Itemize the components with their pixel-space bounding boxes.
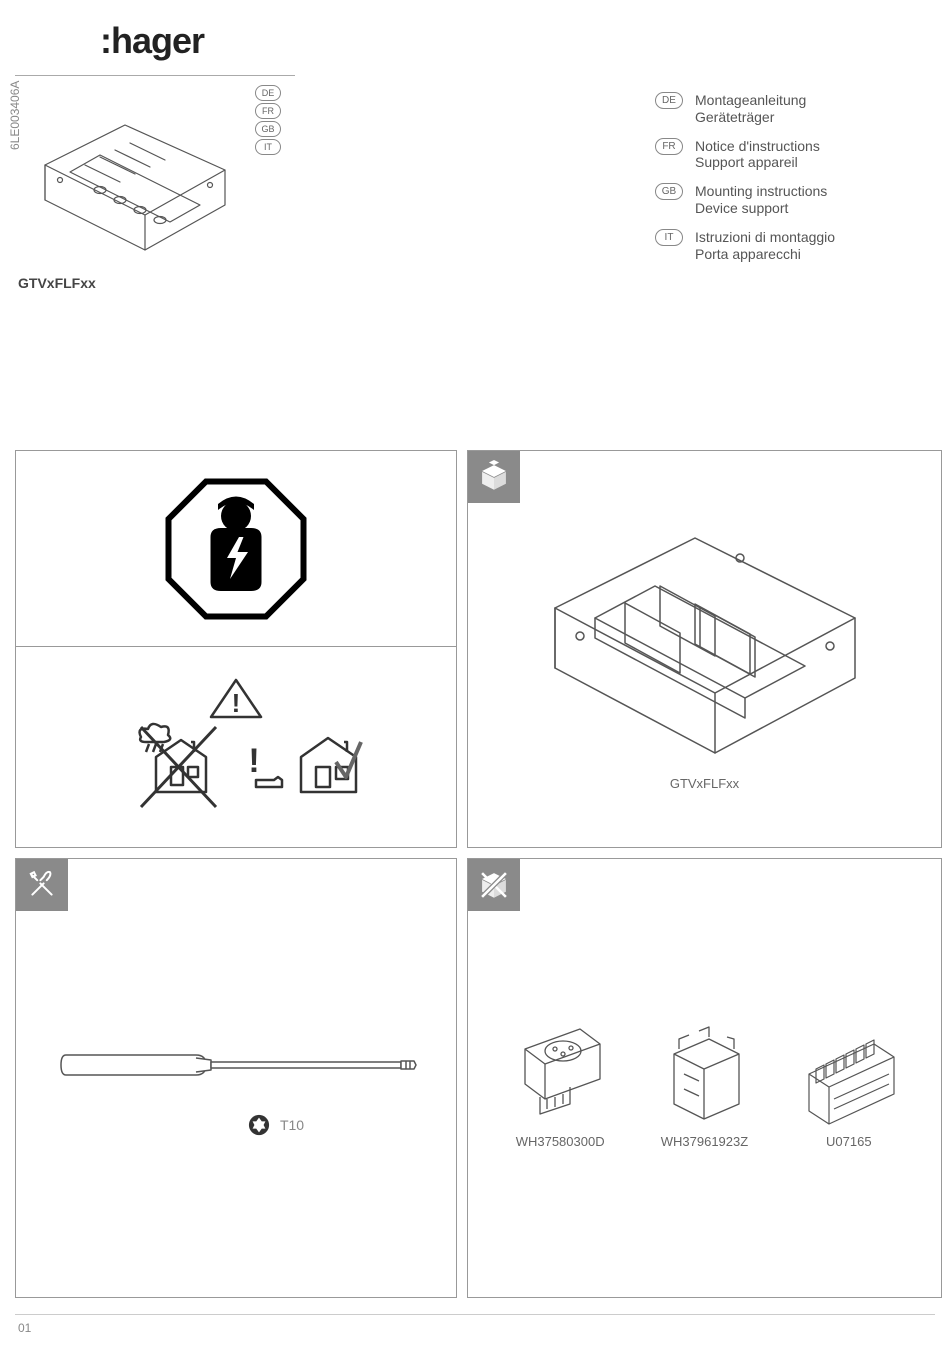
panel-not-included: WH37580300D WH37961923Z <box>467 858 942 1298</box>
panel-safety: ! ! <box>15 450 457 848</box>
part-item: WH37961923Z <box>649 1019 759 1149</box>
part-code: WH37961923Z <box>649 1134 759 1149</box>
socket-illustration <box>505 1019 615 1129</box>
title-line1: Notice d'instructions <box>695 138 820 155</box>
title-row-fr: FR Notice d'instructions Support apparei… <box>655 138 835 172</box>
product-illustration-header <box>25 110 245 265</box>
lang-badge-it: IT <box>255 139 281 155</box>
contents-product-label: GTVxFLFxx <box>670 776 739 791</box>
lang-badge: DE <box>655 92 683 109</box>
part-item: U07165 <box>794 1019 904 1149</box>
indoor-use-icon: ! ! <box>86 662 386 832</box>
title-line1: Mounting instructions <box>695 183 827 200</box>
product-illustration-contents <box>515 508 895 768</box>
lang-badge: GB <box>655 183 683 200</box>
part-code: U07165 <box>794 1134 904 1149</box>
lang-badge-de: DE <box>255 85 281 101</box>
box-part-illustration <box>649 1019 759 1129</box>
panel-contents: GTVxFLFxx <box>467 450 942 848</box>
title-row-de: DE Montageanleitung Geräteträger <box>655 92 835 126</box>
title-line2: Device support <box>695 200 827 217</box>
title-row-gb: GB Mounting instructions Device support <box>655 183 835 217</box>
title-line1: Istruzioni di montaggio <box>695 229 835 246</box>
electrician-warning-icon <box>161 474 311 624</box>
document-reference: 6LE003406A <box>8 81 22 150</box>
product-code: GTVxFLFxx <box>18 275 96 291</box>
header-rule <box>15 75 295 76</box>
panel-tools: T10 <box>15 858 457 1298</box>
part-code: WH37580300D <box>505 1134 615 1149</box>
part-item: WH37580300D <box>505 1019 615 1149</box>
terminal-illustration <box>794 1019 904 1129</box>
title-line2: Support appareil <box>695 154 820 171</box>
lang-badge-fr: FR <box>255 103 281 119</box>
lang-badge: IT <box>655 229 683 246</box>
title-line1: Montageanleitung <box>695 92 806 109</box>
screwdriver-illustration <box>46 1020 426 1110</box>
tool-spec-label: T10 <box>280 1117 304 1133</box>
svg-text:!: ! <box>232 688 241 718</box>
brand-logo: :hager <box>100 20 204 62</box>
title-line2: Geräteträger <box>695 109 806 126</box>
title-line2: Porta apparecchi <box>695 246 835 263</box>
page-number: 01 <box>18 1321 31 1335</box>
not-in-box-icon <box>468 859 520 911</box>
torx-icon <box>248 1114 270 1136</box>
language-titles: DE Montageanleitung Geräteträger FR Noti… <box>655 92 835 262</box>
svg-text:!: ! <box>248 742 259 780</box>
lang-badge: FR <box>655 138 683 155</box>
footer-rule <box>15 1314 935 1315</box>
lang-badge-gb: GB <box>255 121 281 137</box>
language-badges: DE FR GB IT <box>255 85 281 155</box>
title-row-it: IT Istruzioni di montaggio Porta apparec… <box>655 229 835 263</box>
